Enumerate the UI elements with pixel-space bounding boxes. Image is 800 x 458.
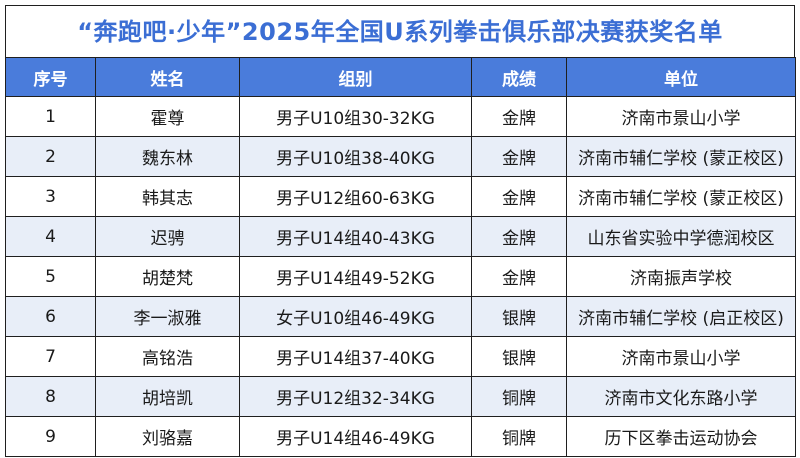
column-header-no: 序号 (5, 57, 96, 97)
cell-result: 金牌 (471, 176, 567, 217)
cell-name: 胡楚梵 (95, 256, 240, 297)
table-row: 9 刘骆嘉 男子U14组46-49KG 铜牌 历下区拳击运动协会 (5, 416, 796, 457)
cell-result: 金牌 (471, 136, 567, 177)
column-header-name: 姓名 (95, 57, 240, 97)
cell-unit: 济南市文化东路小学 (566, 376, 796, 417)
results-sheet: “奔跑吧·少年”2025年全国U系列拳击俱乐部决赛获奖名单 序号 姓名 组别 成… (5, 5, 796, 457)
table-row: 3 韩其志 男子U12组60-63KG 金牌 济南市辅仁学校 (蒙正校区) (5, 176, 796, 217)
cell-result: 金牌 (471, 96, 567, 137)
cell-group: 男子U10组30-32KG (239, 96, 472, 137)
cell-unit: 济南市辅仁学校 (蒙正校区) (566, 136, 796, 177)
cell-group: 女子U10组46-49KG (239, 296, 472, 337)
table-row: 8 胡培凯 男子U12组32-34KG 铜牌 济南市文化东路小学 (5, 376, 796, 417)
cell-result: 铜牌 (471, 376, 567, 417)
cell-name: 刘骆嘉 (95, 416, 240, 457)
table-row: 4 迟骋 男子U14组40-43KG 金牌 山东省实验中学德润校区 (5, 216, 796, 257)
cell-no: 3 (5, 176, 96, 217)
cell-unit: 济南市景山小学 (566, 96, 796, 137)
page-title: “奔跑吧·少年”2025年全国U系列拳击俱乐部决赛获奖名单 (5, 5, 795, 57)
cell-result: 铜牌 (471, 416, 567, 457)
column-header-group: 组别 (239, 57, 472, 97)
cell-group: 男子U14组40-43KG (239, 216, 472, 257)
cell-no: 4 (5, 216, 96, 257)
cell-unit: 历下区拳击运动协会 (566, 416, 796, 457)
table-row: 2 魏东林 男子U10组38-40KG 金牌 济南市辅仁学校 (蒙正校区) (5, 136, 796, 177)
table-row: 5 胡楚梵 男子U14组49-52KG 金牌 济南振声学校 (5, 256, 796, 297)
cell-name: 李一淑雅 (95, 296, 240, 337)
cell-result: 银牌 (471, 336, 567, 377)
cell-no: 9 (5, 416, 96, 457)
cell-no: 1 (5, 96, 96, 137)
cell-no: 7 (5, 336, 96, 377)
cell-no: 5 (5, 256, 96, 297)
cell-unit: 济南市辅仁学校 (启正校区) (566, 296, 796, 337)
column-header-unit: 单位 (566, 57, 796, 97)
cell-group: 男子U14组46-49KG (239, 416, 472, 457)
cell-group: 男子U14组37-40KG (239, 336, 472, 377)
cell-unit: 济南市景山小学 (566, 336, 796, 377)
cell-no: 2 (5, 136, 96, 177)
cell-group: 男子U12组32-34KG (239, 376, 472, 417)
cell-name: 韩其志 (95, 176, 240, 217)
cell-unit: 山东省实验中学德润校区 (566, 216, 796, 257)
table-row: 1 霍尊 男子U10组30-32KG 金牌 济南市景山小学 (5, 96, 796, 137)
cell-group: 男子U14组49-52KG (239, 256, 472, 297)
cell-name: 迟骋 (95, 216, 240, 257)
table-row: 6 李一淑雅 女子U10组46-49KG 银牌 济南市辅仁学校 (启正校区) (5, 296, 796, 337)
cell-group: 男子U12组60-63KG (239, 176, 472, 217)
header-row: 序号 姓名 组别 成绩 单位 (5, 57, 796, 97)
results-table: 序号 姓名 组别 成绩 单位 1 霍尊 男子U10组30-32KG 金牌 济南市… (5, 57, 796, 457)
cell-name: 胡培凯 (95, 376, 240, 417)
cell-group: 男子U10组38-40KG (239, 136, 472, 177)
column-header-result: 成绩 (471, 57, 567, 97)
cell-name: 魏东林 (95, 136, 240, 177)
cell-name: 高铭浩 (95, 336, 240, 377)
cell-result: 金牌 (471, 216, 567, 257)
cell-result: 金牌 (471, 256, 567, 297)
cell-no: 8 (5, 376, 96, 417)
cell-no: 6 (5, 296, 96, 337)
cell-name: 霍尊 (95, 96, 240, 137)
cell-result: 银牌 (471, 296, 567, 337)
table-row: 7 高铭浩 男子U14组37-40KG 银牌 济南市景山小学 (5, 336, 796, 377)
cell-unit: 济南市辅仁学校 (蒙正校区) (566, 176, 796, 217)
cell-unit: 济南振声学校 (566, 256, 796, 297)
